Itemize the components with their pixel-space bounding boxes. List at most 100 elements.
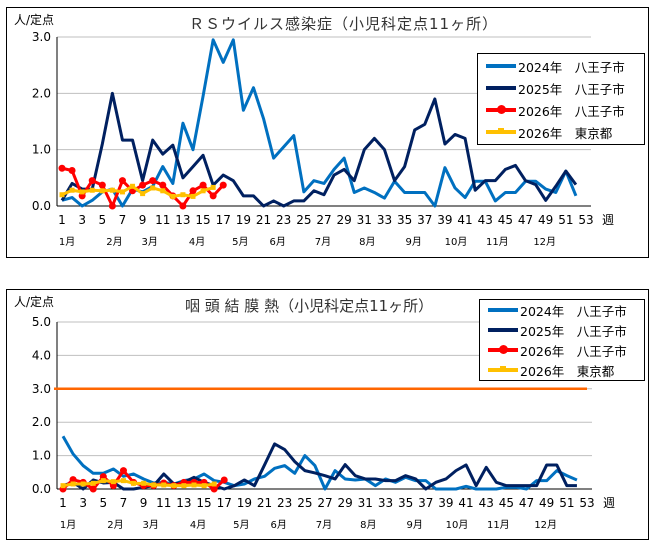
y-tick-label: 0.0 xyxy=(32,199,51,213)
data-point xyxy=(160,188,166,194)
month-label: 9月 xyxy=(405,236,421,248)
x-tick-label: 31 xyxy=(357,213,372,227)
x-tick-label: 29 xyxy=(337,213,352,227)
data-point xyxy=(139,181,147,189)
data-point xyxy=(219,181,227,189)
y-axis-unit: 人/定点 xyxy=(14,13,55,27)
data-point xyxy=(98,181,106,189)
data-point xyxy=(170,193,176,199)
legend-label: 2026年 東京都 xyxy=(520,363,615,379)
chart-title: 咽 頭 結 膜 熱（小児科定点11ヶ所） xyxy=(185,297,434,315)
y-tick-label: 5.0 xyxy=(32,315,51,329)
chart-title: ＲＳウイルス感染症（小児科定点11ヶ所） xyxy=(189,15,499,33)
x-tick-label: 11 xyxy=(155,213,170,227)
data-point xyxy=(110,479,116,485)
x-tick-label: 27 xyxy=(316,213,331,227)
data-point xyxy=(70,481,76,487)
legend-label: 2024年 八王子市 xyxy=(518,59,625,75)
x-tick-label: 47 xyxy=(519,496,534,510)
pcf-chart-panel: 人/定点 咽 頭 結 膜 熱（小児科定点11ヶ所） 0.0 1.0 2.0 3.0 4.… xyxy=(6,289,649,540)
y-tick-label: 4.0 xyxy=(32,348,51,362)
x-tick-label: 9 xyxy=(139,213,147,227)
month-label: 5月 xyxy=(233,519,249,531)
data-point xyxy=(220,476,228,484)
data-point xyxy=(68,167,76,175)
x-tick-label: 39 xyxy=(437,213,452,227)
legend-item: 2025年 八王子市 xyxy=(480,320,644,340)
data-point xyxy=(60,483,66,489)
data-point xyxy=(201,483,207,489)
series-line-1 xyxy=(60,91,578,208)
x-tick-label: 37 xyxy=(418,496,433,510)
data-point xyxy=(209,192,217,200)
data-point xyxy=(210,485,218,493)
x-tick-label: 13 xyxy=(175,213,190,227)
data-point xyxy=(59,192,65,198)
data-point xyxy=(88,177,96,185)
data-point xyxy=(58,164,66,172)
legend-label: 2026年 八王子市 xyxy=(520,343,627,359)
data-point xyxy=(159,181,167,189)
x-tick-label: 3 xyxy=(78,213,86,227)
legend-item: 2024年 八王子市 xyxy=(480,300,644,320)
x-tick-label: 7 xyxy=(120,496,128,510)
legend-label: 2025年 八王子市 xyxy=(518,81,625,97)
data-point xyxy=(99,188,105,194)
y-tick-label: 3.0 xyxy=(32,30,51,44)
data-point xyxy=(180,192,186,198)
x-tick-label: 17 xyxy=(217,496,232,510)
data-point xyxy=(130,183,136,189)
x-tick-label: 45 xyxy=(499,496,514,510)
data-point xyxy=(79,189,85,195)
x-tick-label: 25 xyxy=(297,496,312,510)
y-tick-label: 3.0 xyxy=(32,382,51,396)
data-point xyxy=(119,189,125,195)
x-tick-label: 9 xyxy=(140,496,148,510)
month-label: 8月 xyxy=(360,519,376,531)
x-tick-label: 15 xyxy=(196,496,211,510)
month-label: 2月 xyxy=(106,236,122,248)
month-label: 9月 xyxy=(406,519,422,531)
x-tick-label: 37 xyxy=(417,213,432,227)
x-tick-label: 35 xyxy=(398,496,413,510)
data-point xyxy=(149,177,157,185)
month-label: 12月 xyxy=(534,519,557,531)
x-tick-label: 21 xyxy=(257,496,272,510)
rsv-chart-panel: 人/定点 ＲＳウイルス感染症（小児科定点11ヶ所） 0.0 1.0 2.0 3.0 1 3… xyxy=(6,7,649,258)
month-label: 10月 xyxy=(445,236,468,248)
legend-swatch xyxy=(488,345,518,354)
x-tick-label: 33 xyxy=(378,496,393,510)
chart-legend: 2024年 八王子市 2025年 八王子市 2026年 八王子市 2026年 東京都 xyxy=(479,299,645,381)
month-label: 2月 xyxy=(107,519,123,531)
data-point xyxy=(119,467,127,475)
x-tick-label: 11 xyxy=(156,496,171,510)
x-tick-label: 47 xyxy=(518,213,533,227)
legend-item: 2025年 八王子市 xyxy=(478,77,644,99)
data-point xyxy=(131,480,137,486)
data-point xyxy=(200,188,206,194)
y-tick-label: 1.0 xyxy=(32,449,51,463)
series-line-3 xyxy=(61,184,214,198)
x-tick-label: 51 xyxy=(558,213,573,227)
month-label: 8月 xyxy=(359,236,375,248)
data-point xyxy=(151,482,157,488)
data-point xyxy=(69,476,77,484)
legend-item: 2026年 東京都 xyxy=(480,360,644,380)
data-point xyxy=(120,478,126,484)
x-tick-label: 13 xyxy=(176,496,191,510)
month-label: 3月 xyxy=(141,236,157,248)
x-tick-label: 41 xyxy=(457,213,472,227)
data-point xyxy=(109,187,115,193)
x-tick-label: 3 xyxy=(79,496,87,510)
month-label: 5月 xyxy=(232,236,248,248)
x-tick-label: 7 xyxy=(119,213,127,227)
x-tick-label: 43 xyxy=(479,496,494,510)
data-point xyxy=(181,483,187,489)
rsv-chart-plot: 0.01.02.03.01 3 5 7 9 11 13 15 17 19 21 23 25 27 29 31 3… xyxy=(32,30,614,248)
data-point xyxy=(191,482,197,488)
x-tick-label: 49 xyxy=(538,213,553,227)
legend-label: 2024年 八王子市 xyxy=(520,303,627,319)
legend-item: 2026年 東京都 xyxy=(478,121,644,143)
data-point xyxy=(150,185,156,191)
x-tick-label: 19 xyxy=(236,213,251,227)
